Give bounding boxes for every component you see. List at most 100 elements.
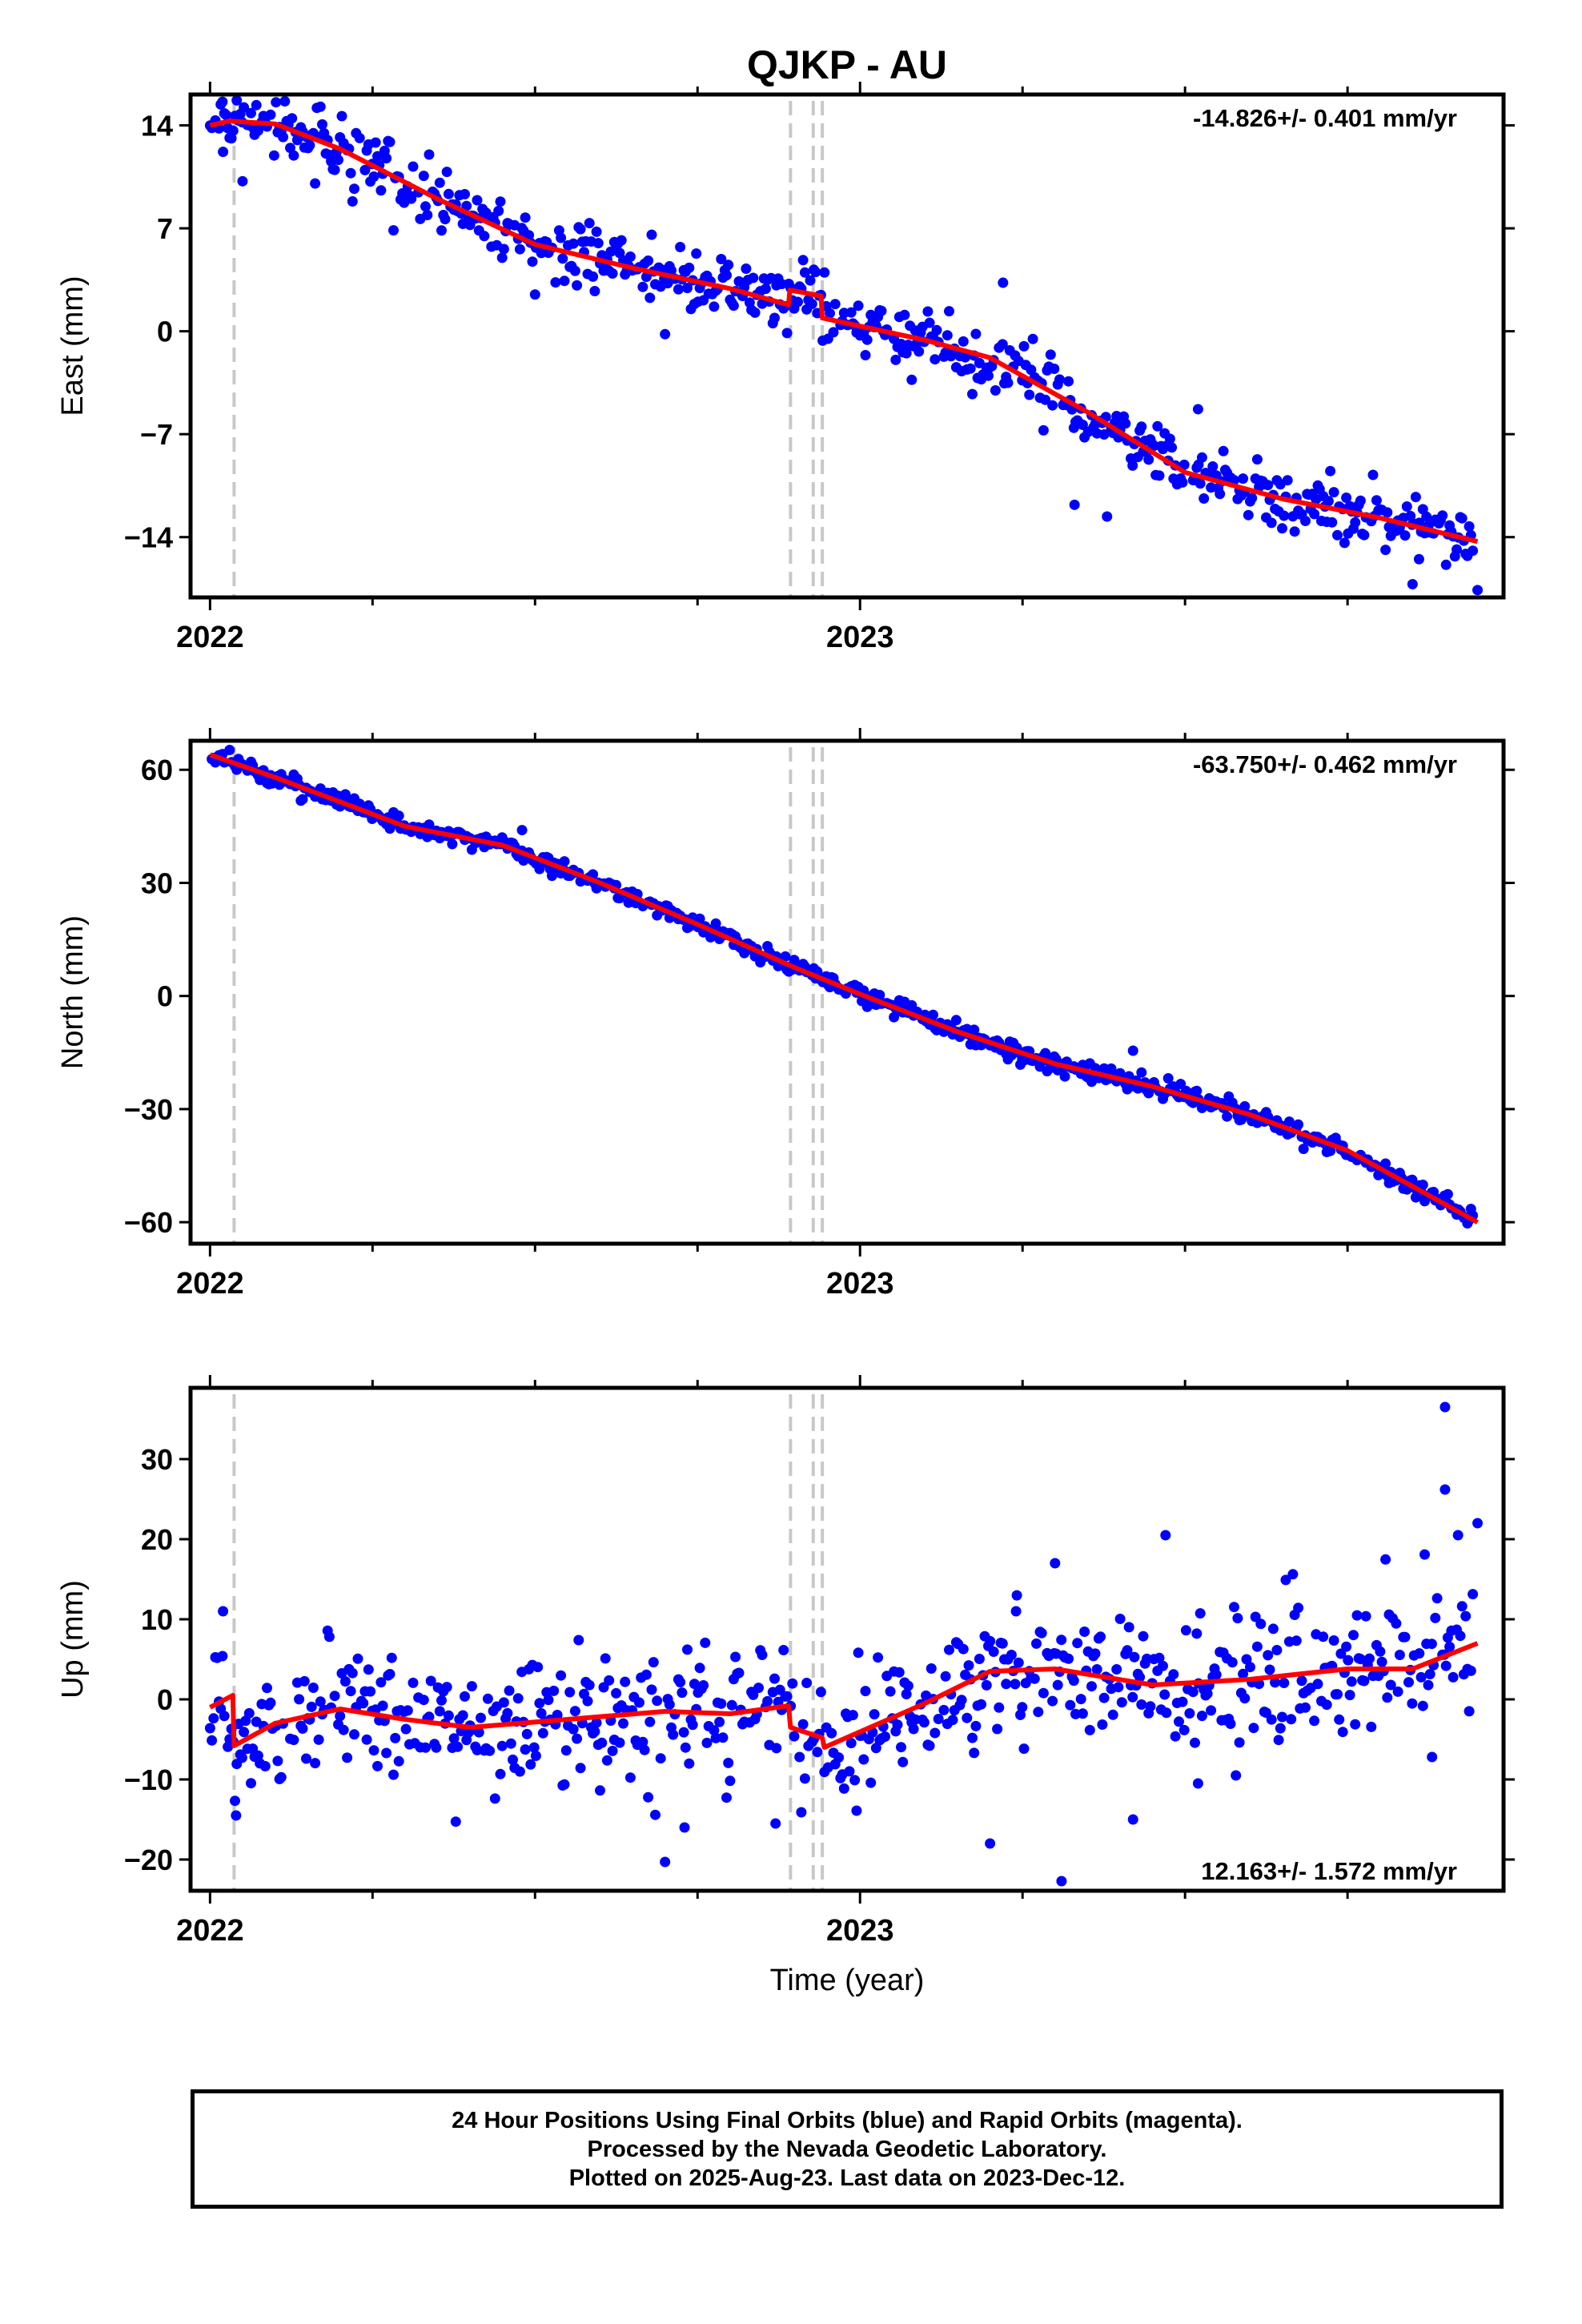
data-point (466, 1681, 477, 1692)
data-point (675, 242, 686, 252)
data-point (529, 289, 540, 300)
data-point (377, 1700, 388, 1711)
data-point (588, 271, 599, 282)
data-point (294, 1694, 305, 1705)
data-point (1407, 1698, 1418, 1709)
data-point (1207, 461, 1219, 472)
data-point (640, 1669, 652, 1680)
data-point (1472, 585, 1484, 596)
data-point (1300, 516, 1311, 526)
data-point (646, 1684, 657, 1695)
data-point (1229, 1602, 1239, 1613)
data-point (691, 248, 702, 259)
data-point (425, 1675, 436, 1687)
data-point (990, 385, 1001, 396)
data-point (386, 1652, 397, 1663)
data-point (1332, 1689, 1343, 1700)
data-point (908, 1723, 919, 1735)
x-tick-label: 2023 (826, 1914, 894, 1948)
data-point (1444, 1641, 1456, 1652)
data-point (1427, 1751, 1438, 1763)
data-point (338, 1724, 349, 1735)
data-point (1247, 493, 1258, 504)
data-point (1300, 1702, 1311, 1713)
data-point (1464, 1706, 1475, 1717)
data-point (434, 177, 445, 188)
data-point (781, 328, 793, 339)
data-point (640, 271, 652, 283)
data-point (307, 1683, 319, 1693)
data-point (694, 913, 705, 924)
data-point (514, 1766, 525, 1777)
data-point (860, 350, 871, 360)
data-point (1251, 454, 1263, 465)
data-point (498, 1697, 509, 1708)
data-point (1154, 470, 1165, 481)
data-point (288, 150, 299, 161)
data-point (998, 277, 1009, 288)
data-point (342, 1752, 353, 1763)
data-point (502, 1707, 513, 1719)
data-point (556, 232, 567, 243)
data-point (1196, 1711, 1207, 1722)
data-point (899, 309, 910, 320)
data-point (1291, 1635, 1302, 1647)
data-point (1075, 1694, 1086, 1705)
data-point (1211, 1669, 1222, 1680)
data-point (493, 205, 504, 216)
data-point (1111, 1664, 1122, 1675)
data-point (650, 1809, 661, 1820)
data-point (516, 825, 528, 836)
data-point (1238, 473, 1249, 485)
data-point (1162, 1073, 1174, 1084)
data-point (876, 305, 887, 316)
data-point (1191, 1628, 1203, 1639)
data-point (582, 1695, 593, 1707)
data-point (1206, 1705, 1217, 1716)
data-point (1355, 1654, 1366, 1665)
data-point (1218, 445, 1229, 456)
data-point (420, 201, 431, 212)
data-point (885, 1686, 896, 1697)
data-point (1375, 1646, 1386, 1657)
data-point (988, 1647, 999, 1657)
data-point (436, 1695, 447, 1706)
data-point (436, 225, 447, 236)
data-point (717, 1732, 729, 1743)
data-point (569, 265, 580, 276)
y-tick-label: 30 (141, 866, 173, 899)
data-point (313, 1734, 324, 1745)
data-point (1196, 452, 1207, 463)
data-point (1312, 1679, 1323, 1690)
data-point (368, 1745, 379, 1756)
up-panel: 30 20 10 0 −10 −20 2022 2023 Up (mm) 12.163+/- 1.… (56, 1375, 1515, 1948)
x-tick-label: 2022 (176, 1914, 244, 1948)
data-point (1063, 1653, 1074, 1664)
data-point (259, 1761, 271, 1771)
data-point (965, 363, 976, 374)
data-point (1238, 1668, 1249, 1679)
data-point (1460, 1610, 1472, 1622)
data-point (1267, 1623, 1279, 1634)
data-point (1417, 1180, 1428, 1190)
data-point (1468, 545, 1479, 557)
data-point (1184, 1708, 1195, 1719)
data-point (725, 1775, 736, 1787)
data-point (220, 110, 231, 120)
data-point (420, 1742, 431, 1753)
data-point (1266, 1714, 1277, 1725)
data-point (521, 1728, 532, 1739)
data-point (753, 1683, 764, 1694)
y-axis-label: North (mm) (56, 915, 90, 1069)
data-point (297, 794, 308, 805)
data-point (1011, 1590, 1022, 1601)
data-point (760, 283, 771, 295)
data-point (1069, 499, 1080, 510)
data-point (845, 1738, 857, 1749)
data-point (1293, 1119, 1304, 1130)
data-point (1273, 1735, 1284, 1746)
data-point (1116, 1697, 1127, 1708)
data-point (889, 1011, 900, 1023)
data-point (1280, 1574, 1291, 1586)
plot-frame (188, 92, 1506, 600)
